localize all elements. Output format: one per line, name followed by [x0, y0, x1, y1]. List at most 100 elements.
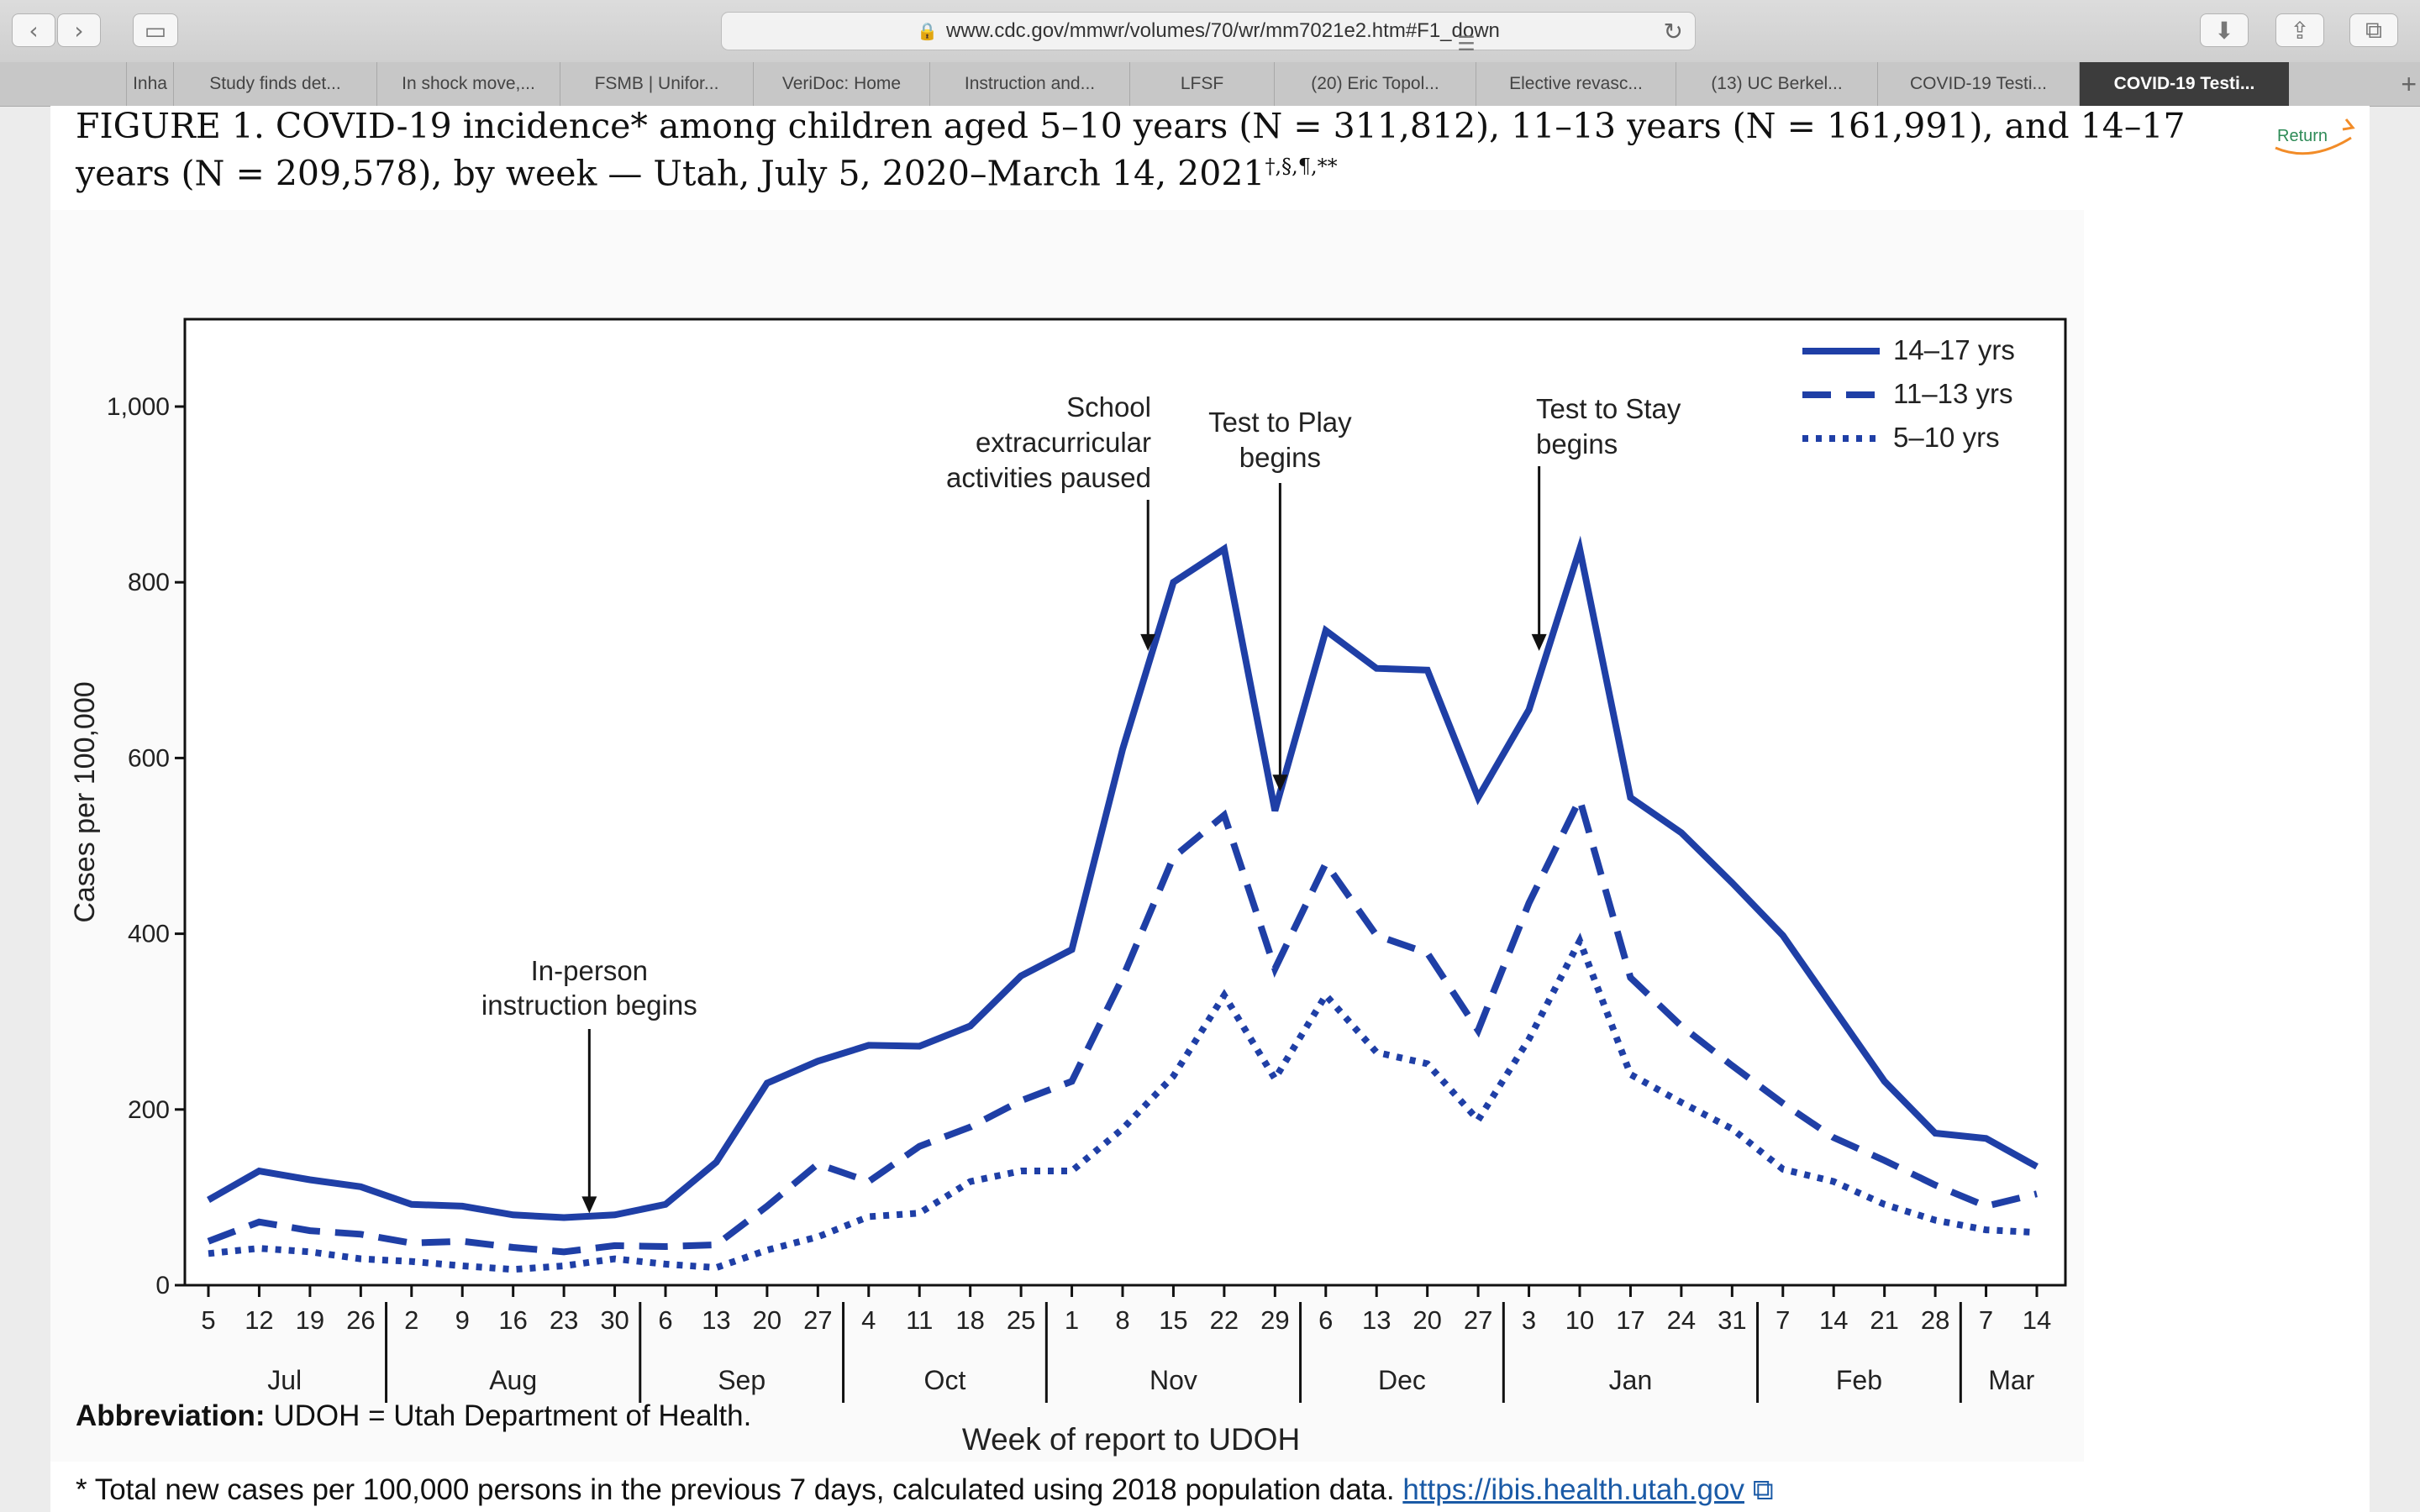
- downloads-button[interactable]: ⬇: [2200, 13, 2249, 47]
- reader-view-icon[interactable]: ☰: [1457, 32, 1476, 55]
- abbreviation-text: UDOH = Utah Department of Health.: [273, 1399, 752, 1432]
- sidebar-button[interactable]: ▭: [133, 13, 178, 47]
- sidebar-icon: ▭: [144, 16, 167, 45]
- month-label: Dec: [1378, 1365, 1426, 1395]
- figure-title-footnote-marks: †,§,¶,**: [1265, 155, 1338, 178]
- tab-bar: Inha Study finds det... In shock move,... F…: [0, 62, 2420, 107]
- x-axis-label: Week of report to UDOH: [962, 1422, 1300, 1457]
- lock-icon: 🔒: [917, 22, 938, 41]
- x-tick-label: 3: [1522, 1305, 1536, 1335]
- legend-label: 14–17 yrs: [1893, 334, 2015, 365]
- x-tick-label: 26: [346, 1305, 375, 1335]
- browser-tab[interactable]: In shock move,...: [376, 62, 560, 106]
- x-tick-label: 27: [803, 1305, 832, 1335]
- browser-tab[interactable]: LFSF: [1129, 62, 1274, 106]
- month-label: Oct: [924, 1365, 966, 1395]
- x-tick-label: 2: [404, 1305, 418, 1335]
- annotation-label: extracurricular: [976, 427, 1151, 458]
- x-tick-label: 23: [550, 1305, 578, 1335]
- footnote: * Total new cases per 100,000 persons in…: [76, 1473, 1774, 1507]
- new-tab-button[interactable]: +: [2401, 69, 2417, 99]
- x-tick-label: 13: [702, 1305, 730, 1335]
- figure-title: FIGURE 1. COVID-19 incidence* among chil…: [76, 106, 2277, 194]
- month-label: Mar: [1988, 1365, 2034, 1395]
- x-tick-label: 19: [296, 1305, 324, 1335]
- x-tick-label: 4: [861, 1305, 876, 1335]
- annotation-label: School: [1066, 391, 1151, 423]
- x-tick-label: 7: [1776, 1305, 1790, 1335]
- month-label: Jul: [267, 1365, 302, 1395]
- browser-tab[interactable]: Study finds det...: [173, 62, 376, 106]
- x-tick-label: 14: [1819, 1305, 1848, 1335]
- x-tick-label: 28: [1921, 1305, 1949, 1335]
- x-tick-label: 8: [1115, 1305, 1129, 1335]
- legend-label: 5–10 yrs: [1893, 422, 2000, 453]
- chevron-left-icon: ‹: [29, 16, 39, 45]
- x-tick-label: 21: [1870, 1305, 1898, 1335]
- x-tick-label: 25: [1007, 1305, 1035, 1335]
- annotation-label: In-person: [531, 955, 648, 986]
- y-tick-label: 600: [128, 744, 170, 772]
- browser-tab[interactable]: Elective revasc...: [1476, 62, 1676, 106]
- x-tick-label: 1: [1065, 1305, 1079, 1335]
- forward-button[interactable]: ›: [57, 13, 101, 47]
- footnote-link[interactable]: https://ibis.health.utah.gov: [1402, 1473, 1744, 1506]
- x-tick-label: 24: [1667, 1305, 1696, 1335]
- x-tick-label: 12: [245, 1305, 273, 1335]
- x-tick-label: 5: [201, 1305, 215, 1335]
- tab-overview-button[interactable]: ⧉: [2349, 13, 2398, 47]
- x-tick-label: 7: [1979, 1305, 1993, 1335]
- abbreviation-note: Abbreviation: UDOH = Utah Department of …: [76, 1399, 751, 1433]
- address-bar[interactable]: ☰ 🔒 www.cdc.gov/mmwr/volumes/70/wr/mm702…: [721, 12, 1696, 55]
- browser-tab[interactable]: (13) UC Berkel...: [1676, 62, 1877, 106]
- legend-label: 11–13 yrs: [1893, 378, 2012, 409]
- y-tick-label: 0: [155, 1272, 170, 1299]
- series-line: [207, 790, 2038, 1256]
- return-link[interactable]: Return: [2269, 114, 2361, 156]
- browser-tab[interactable]: Instruction and...: [929, 62, 1129, 106]
- browser-tab[interactable]: (20) Eric Topol...: [1274, 62, 1476, 106]
- chevron-right-icon: ›: [74, 16, 84, 45]
- annotation-label: Test to Stay: [1536, 393, 1681, 424]
- browser-tab[interactable]: VeriDoc: Home: [753, 62, 929, 106]
- annotation-arrow-head: [1140, 633, 1156, 651]
- x-tick-label: 15: [1159, 1305, 1187, 1335]
- x-tick-label: 20: [1413, 1305, 1441, 1335]
- share-button[interactable]: ⇪: [2275, 13, 2324, 47]
- return-label: Return: [2277, 127, 2328, 145]
- annotation-label: begins: [1536, 428, 1618, 459]
- x-tick-label: 6: [1318, 1305, 1333, 1335]
- browser-tab[interactable]: Inha: [126, 62, 173, 106]
- annotation-label: activities paused: [946, 462, 1151, 493]
- annotation-arrow-head: [581, 1196, 597, 1214]
- browser-tab[interactable]: COVID-19 Testi...: [1877, 62, 2079, 106]
- x-tick-label: 22: [1210, 1305, 1239, 1335]
- page-content: FIGURE 1. COVID-19 incidence* among chil…: [50, 106, 2370, 1512]
- return-arrow-icon: [2342, 118, 2355, 131]
- y-tick-label: 800: [128, 569, 170, 596]
- x-tick-label: 31: [1718, 1305, 1746, 1335]
- month-label: Aug: [489, 1365, 537, 1395]
- month-label: Feb: [1836, 1365, 1882, 1395]
- annotation-label: instruction begins: [481, 990, 697, 1021]
- x-tick-label: 30: [600, 1305, 629, 1335]
- month-label: Sep: [718, 1365, 765, 1395]
- browser-tab[interactable]: FSMB | Unifor...: [560, 62, 753, 106]
- x-tick-label: 13: [1362, 1305, 1391, 1335]
- external-link-icon[interactable]: ⧉: [1752, 1473, 1774, 1506]
- browser-toolbar: ‹ › ▭ ☰ 🔒 www.cdc.gov/mmwr/volumes/70/wr…: [0, 0, 2420, 63]
- back-button[interactable]: ‹: [12, 13, 55, 47]
- annotation-label: Test to Play: [1208, 407, 1352, 438]
- reload-icon[interactable]: ↻: [1663, 18, 1683, 45]
- x-tick-label: 17: [1616, 1305, 1644, 1335]
- y-tick-label: 200: [128, 1096, 170, 1124]
- x-tick-label: 14: [2023, 1305, 2051, 1335]
- share-icon: ⇪: [2290, 16, 2310, 45]
- x-tick-label: 11: [906, 1305, 933, 1335]
- annotation-arrow-head: [1531, 633, 1547, 651]
- browser-tab[interactable]: COVID-19 Testi...: [2079, 62, 2289, 106]
- tabs-icon: ⧉: [2365, 16, 2382, 44]
- y-tick-label: 400: [128, 921, 170, 948]
- x-tick-label: 9: [455, 1305, 470, 1335]
